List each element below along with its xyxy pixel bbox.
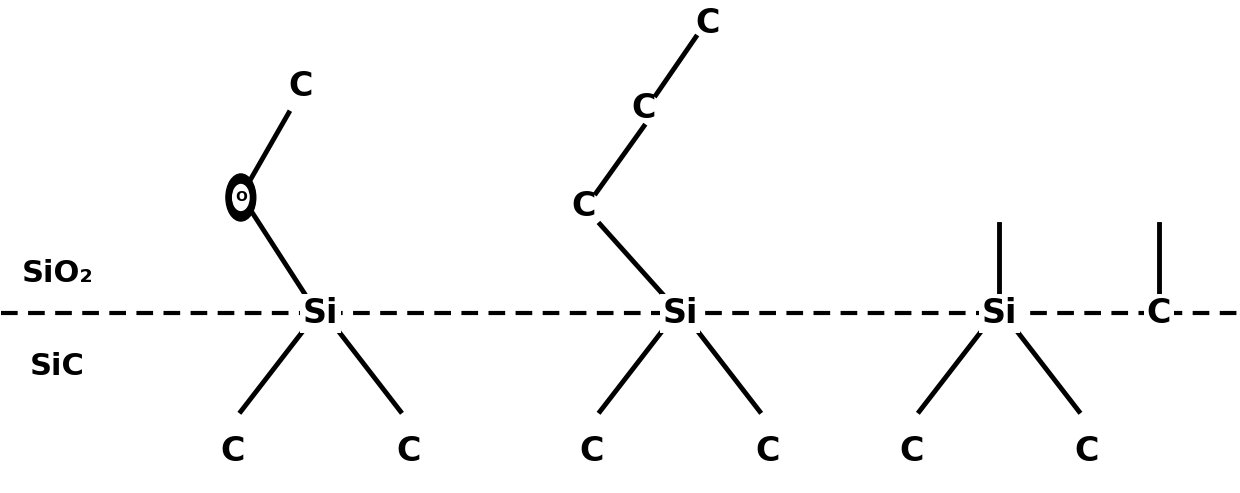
Text: C: C [397, 435, 420, 468]
Text: SiC: SiC [30, 352, 84, 381]
Ellipse shape [226, 174, 255, 221]
Text: O: O [234, 190, 247, 205]
Text: C: C [580, 435, 604, 468]
Text: Si: Si [662, 297, 698, 330]
Text: C: C [899, 435, 924, 468]
Text: Si: Si [982, 297, 1017, 330]
Ellipse shape [233, 184, 249, 211]
Text: SiO₂: SiO₂ [21, 259, 93, 288]
Text: C: C [755, 435, 780, 468]
Text: C: C [572, 190, 596, 223]
Text: C: C [289, 70, 312, 103]
Text: Si: Si [303, 297, 339, 330]
Text: C: C [1075, 435, 1099, 468]
Text: C: C [631, 92, 656, 125]
Text: C: C [696, 7, 720, 40]
Text: C: C [221, 435, 246, 468]
Text: C: C [1147, 297, 1171, 330]
